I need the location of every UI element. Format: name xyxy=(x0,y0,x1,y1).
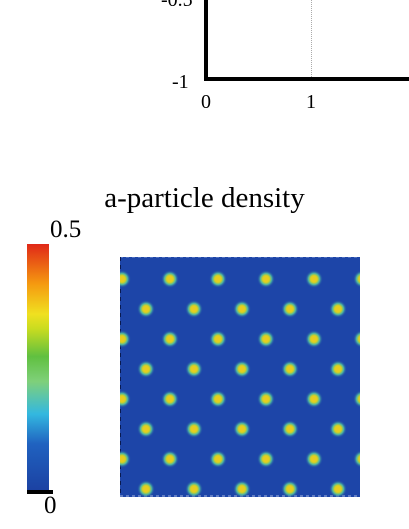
density-peak-core xyxy=(120,276,125,282)
density-peak-core xyxy=(263,396,269,402)
density-peak-core xyxy=(263,276,269,282)
density-peak-core xyxy=(335,486,341,492)
density-peak-core xyxy=(311,456,317,462)
density-peak-core xyxy=(287,486,293,492)
density-peak-core xyxy=(191,366,197,372)
density-peak-core xyxy=(239,366,245,372)
density-peak-core xyxy=(120,456,125,462)
density-peak-core xyxy=(239,426,245,432)
density-peak-core xyxy=(263,336,269,342)
density-peak-core xyxy=(335,366,341,372)
density-heatmap xyxy=(120,257,360,497)
density-peak-core xyxy=(143,486,149,492)
colorbar-max-label: 0.5 xyxy=(50,216,82,243)
density-peak xyxy=(120,270,131,288)
density-peak-core xyxy=(215,276,221,282)
colorbar xyxy=(27,244,49,494)
density-peak-core xyxy=(191,486,197,492)
density-peak-core xyxy=(120,336,125,342)
density-peak-core xyxy=(335,426,341,432)
density-peak-core xyxy=(287,306,293,312)
density-peak-core xyxy=(359,457,360,461)
density-peak xyxy=(120,390,131,408)
y-axis-line xyxy=(204,0,208,80)
density-peak xyxy=(120,330,131,348)
density-peak-core xyxy=(191,306,197,312)
density-peak-core xyxy=(191,426,197,432)
density-peak-core xyxy=(215,456,221,462)
density-peak-core xyxy=(335,306,341,312)
density-peak-core xyxy=(359,397,360,401)
density-peak-core xyxy=(167,396,173,402)
density-peak-core xyxy=(311,336,317,342)
density-peak xyxy=(120,450,131,468)
y-tick-label: -1 xyxy=(172,71,189,93)
chart-title: a-particle density xyxy=(104,182,305,214)
density-peak xyxy=(353,450,360,468)
density-peak-core xyxy=(143,366,149,372)
density-peak-core xyxy=(263,456,269,462)
density-peak-core xyxy=(215,336,221,342)
gridline xyxy=(311,0,312,77)
density-peak-core xyxy=(359,337,360,341)
density-peak-core xyxy=(311,276,317,282)
density-peak-core xyxy=(359,277,360,281)
density-peak-core xyxy=(167,456,173,462)
colorbar-min-label: 0 xyxy=(44,492,57,519)
density-peak-core xyxy=(287,426,293,432)
density-peak-core xyxy=(120,396,125,402)
density-peak-core xyxy=(287,366,293,372)
x-tick-label: 1 xyxy=(306,91,316,113)
density-peak xyxy=(353,330,360,348)
density-peak-core xyxy=(311,396,317,402)
density-peak-core xyxy=(143,306,149,312)
density-peak-core xyxy=(239,306,245,312)
density-peak-core xyxy=(215,396,221,402)
density-peak-core xyxy=(167,276,173,282)
x-axis-line xyxy=(204,77,409,81)
density-peak-core xyxy=(143,426,149,432)
density-peak-core xyxy=(167,336,173,342)
density-peak xyxy=(353,270,360,288)
colorbar-base xyxy=(27,490,53,494)
x-tick-label: 0 xyxy=(201,91,211,113)
y-tick-label: -0.5 xyxy=(161,0,193,11)
density-peak-core xyxy=(239,486,245,492)
density-peak xyxy=(353,390,360,408)
